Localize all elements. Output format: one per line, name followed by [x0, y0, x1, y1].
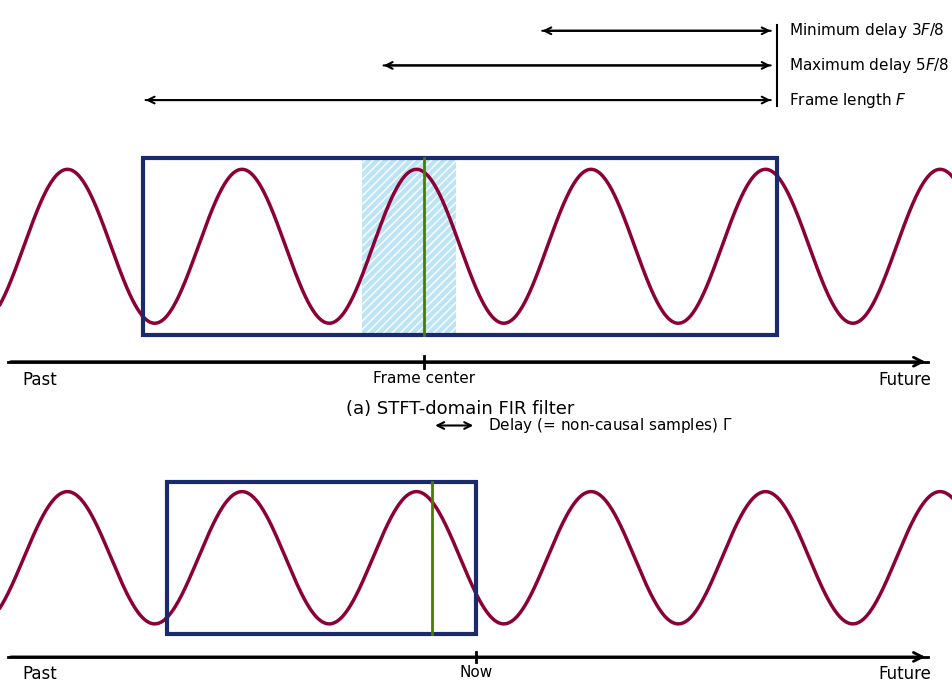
- Bar: [143, 158, 778, 335]
- Text: Now: Now: [460, 665, 492, 680]
- Bar: [361, 158, 456, 335]
- Text: Frame length $F$: Frame length $F$: [789, 90, 907, 110]
- Text: Frame center: Frame center: [373, 371, 475, 386]
- Text: Future: Future: [878, 371, 931, 389]
- Text: Minimum delay $3F/8$: Minimum delay $3F/8$: [789, 21, 944, 40]
- Text: Future: Future: [878, 665, 931, 683]
- Text: Past: Past: [22, 665, 57, 683]
- Text: (a) STFT-domain FIR filter: (a) STFT-domain FIR filter: [346, 400, 574, 418]
- Text: Past: Past: [22, 371, 57, 389]
- Bar: [143, 158, 778, 335]
- Bar: [167, 482, 476, 634]
- Bar: [361, 158, 456, 335]
- Text: Maximum delay $5F/8$: Maximum delay $5F/8$: [789, 56, 949, 75]
- Bar: [167, 482, 476, 634]
- Text: Delay (= non-causal samples) $\Gamma$: Delay (= non-causal samples) $\Gamma$: [487, 416, 732, 435]
